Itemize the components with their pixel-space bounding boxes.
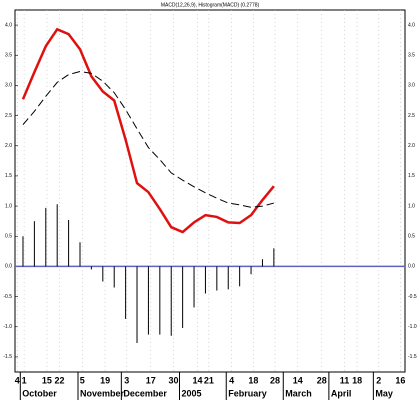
y-tick-label: 2.5 (5, 113, 12, 119)
macd-line (21, 27, 275, 234)
y-tick-label-right: 1.5 (408, 173, 415, 179)
x-tick-label: 2 (376, 375, 381, 385)
x-tick-label: 1 (22, 375, 27, 385)
y-tick-label: -0.5 (3, 294, 12, 300)
month-label: November (80, 388, 125, 398)
y-tick-label-right: 0.0 (408, 264, 415, 270)
y-tick-label-right: -1.0 (408, 324, 417, 330)
y-tick-label: 3.5 (5, 53, 12, 59)
x-tick-label: 4 (15, 375, 20, 385)
y-tick-label: 0.0 (5, 264, 12, 270)
y-tick-label-right: -0.5 (408, 294, 417, 300)
x-tick-label: 28 (270, 375, 280, 385)
month-label: October (22, 388, 57, 398)
y-tick-label-right: 2.5 (408, 113, 415, 119)
month-label: March (285, 388, 312, 398)
y-tick-label: 4.0 (5, 22, 12, 28)
y-tick-label-right: 3.5 (408, 53, 415, 59)
x-tick-label: 21 (204, 375, 214, 385)
x-tick-label: 28 (317, 375, 327, 385)
x-tick-label: 5 (80, 375, 85, 385)
x-tick-label: 18 (352, 375, 362, 385)
x-tick-label: 4 (229, 375, 234, 385)
x-tick-label: 17 (146, 375, 156, 385)
x-tick-label: 11 (340, 375, 350, 385)
plot-frame (14, 9, 406, 373)
month-label: 2005 (181, 388, 201, 398)
y-tick-label: 0.5 (5, 234, 12, 240)
x-tick-label: 30 (169, 375, 179, 385)
x-tick-label: 16 (395, 375, 405, 385)
y-tick-label: 1.5 (5, 173, 12, 179)
chart-title: MACD(12,26,9), Histogram(MACD) (0.2778) (161, 2, 260, 8)
x-tick-label: 19 (100, 375, 110, 385)
y-tick-label-right: 1.0 (408, 203, 415, 209)
month-label: April (331, 388, 352, 398)
y-tick-label: -1.0 (3, 324, 12, 330)
y-tick-label-right: -1.5 (408, 354, 417, 360)
x-tick-label: 14 (192, 375, 202, 385)
y-tick-label: 3.0 (5, 83, 12, 89)
month-label: February (228, 388, 267, 398)
y-tick-label-right: 0.5 (408, 234, 415, 240)
x-tick-label: 3 (124, 375, 129, 385)
y-tick-label: -1.5 (3, 354, 12, 360)
y-tick-label: 2.0 (5, 143, 12, 149)
month-label: December (123, 388, 167, 398)
signal-line (22, 71, 274, 208)
y-tick-label-right: 2.0 (408, 143, 415, 149)
x-tick-label: 22 (54, 375, 64, 385)
y-tick-label: 1.0 (5, 203, 12, 209)
y-tick-label-right: 4.0 (408, 22, 415, 28)
y-tick-label-right: 3.0 (408, 83, 415, 89)
x-tick-label: 14 (293, 375, 303, 385)
month-label: May (375, 388, 393, 398)
x-tick-label: 15 (42, 375, 52, 385)
x-tick-label: 18 (248, 375, 258, 385)
